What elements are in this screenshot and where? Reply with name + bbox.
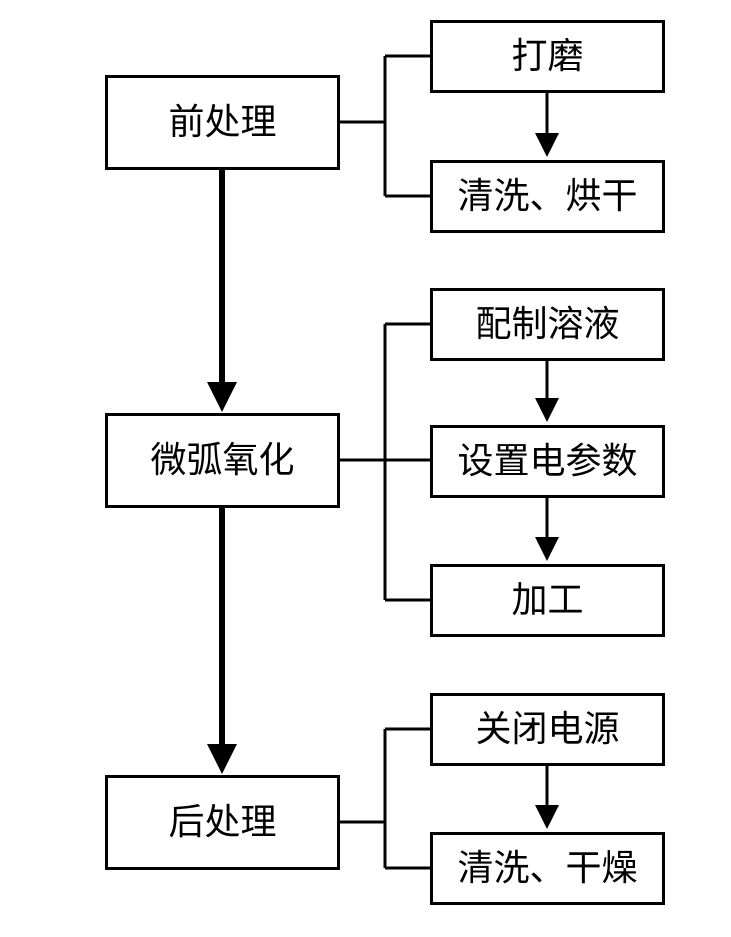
main-stage-2: 微弧氧化: [105, 413, 340, 508]
sub-1a-label: 打磨: [511, 35, 583, 78]
sub-3b-label: 清洗、干燥: [457, 847, 637, 890]
sub-2b-label: 设置电参数: [457, 440, 637, 483]
sub-3a-label: 关闭电源: [475, 708, 619, 751]
main-stage-1-label: 前处理: [168, 101, 276, 144]
sub-3a: 关闭电源: [430, 693, 665, 766]
sub-2a-label: 配制溶液: [475, 303, 619, 346]
sub-1b-label: 清洗、烘干: [457, 175, 637, 218]
flowchart-container: 前处理 微弧氧化 后处理 打磨 清洗、烘干 配制溶液 设置电参数 加工 关闭电源…: [0, 0, 731, 937]
sub-2c-label: 加工: [511, 579, 583, 622]
main-stage-2-label: 微弧氧化: [150, 439, 294, 482]
sub-2b: 设置电参数: [430, 425, 665, 498]
sub-1b: 清洗、烘干: [430, 160, 665, 233]
sub-1a: 打磨: [430, 20, 665, 93]
main-stage-3-label: 后处理: [168, 801, 276, 844]
sub-2c: 加工: [430, 564, 665, 637]
sub-2a: 配制溶液: [430, 288, 665, 361]
main-stage-3: 后处理: [105, 775, 340, 870]
main-stage-1: 前处理: [105, 75, 340, 170]
sub-3b: 清洗、干燥: [430, 832, 665, 905]
